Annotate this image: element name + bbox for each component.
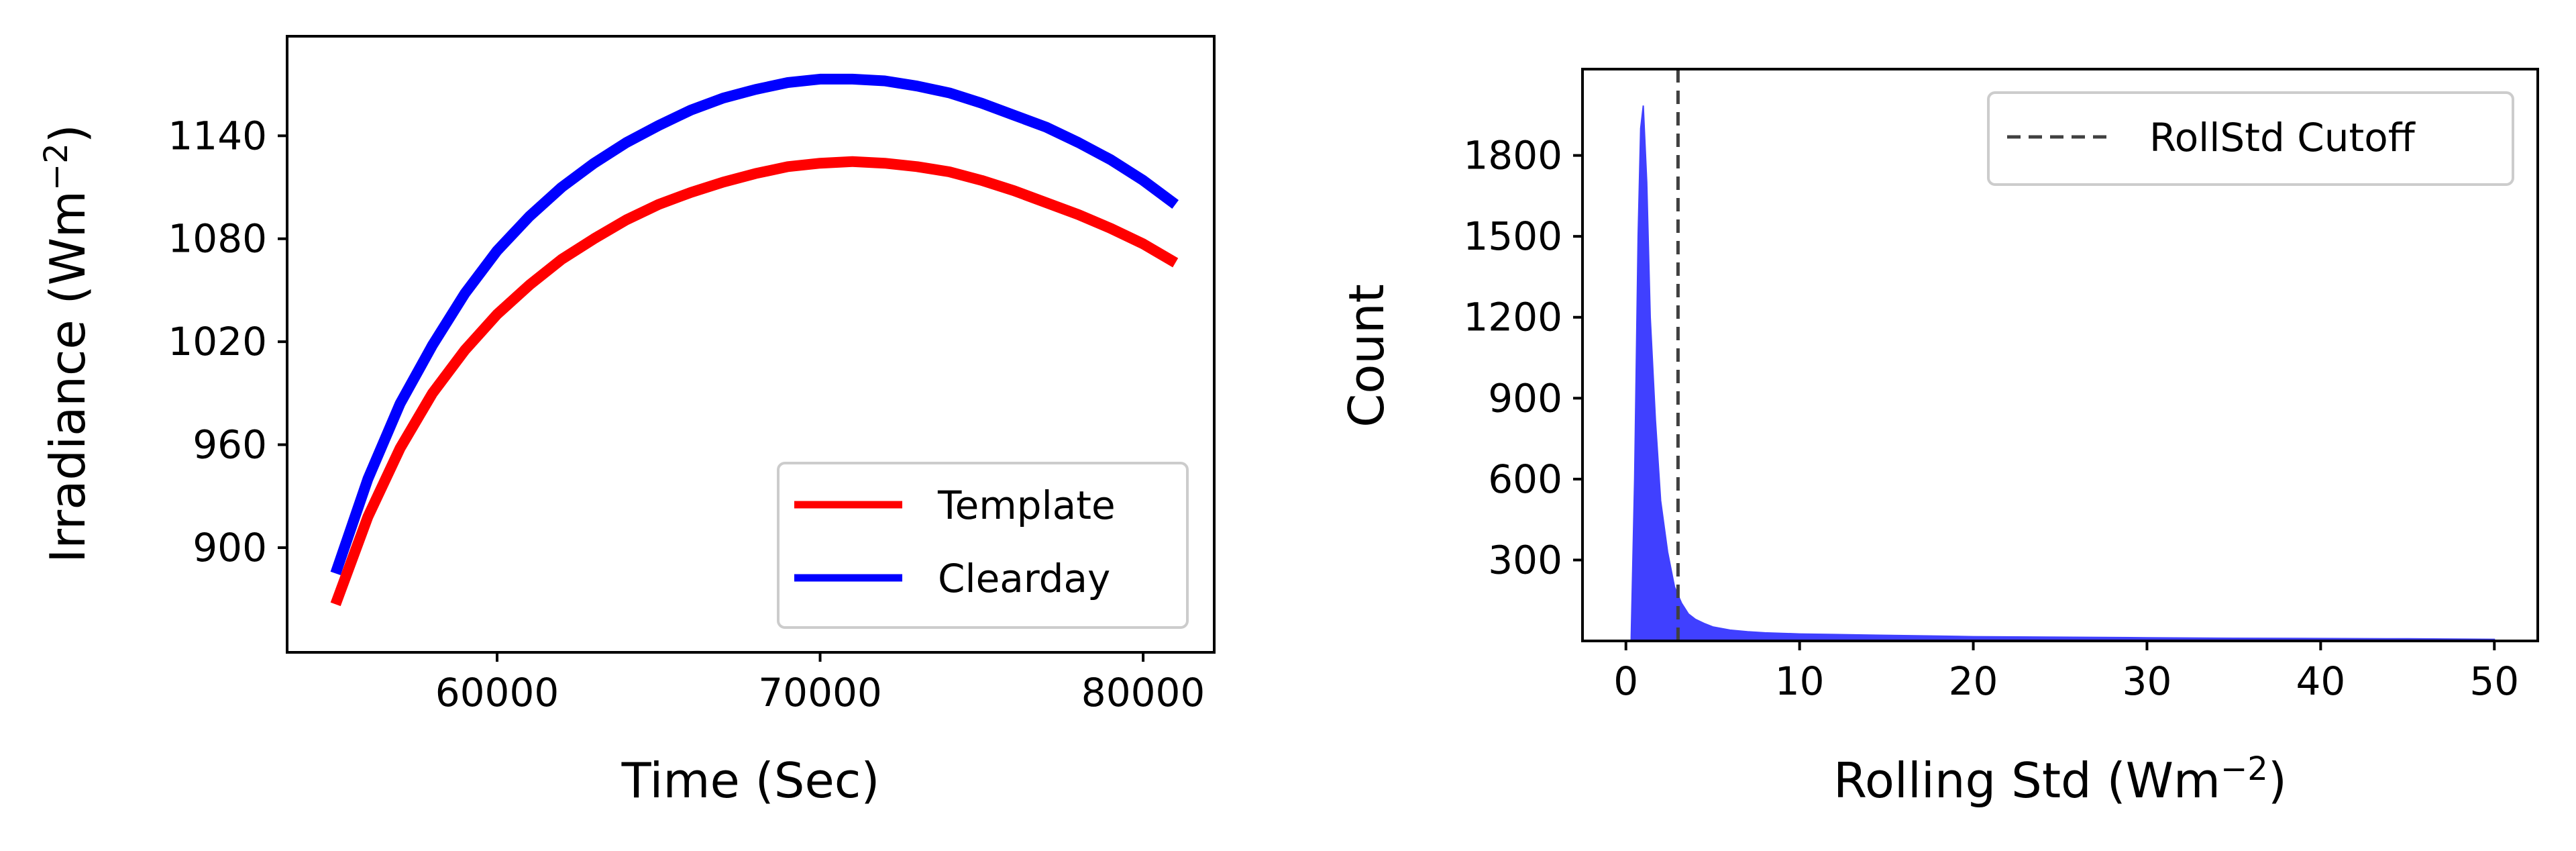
x-tick-label: 40 — [2296, 658, 2345, 704]
legend-right: RollStd Cutoff — [1987, 91, 2514, 186]
x-axis-label-right: Rolling Std (Wm−2) — [1833, 750, 2287, 809]
x-tick-label: 50 — [2469, 658, 2519, 704]
y-axis-label-left: Irradiance (Wm−2) — [38, 124, 96, 563]
legend-label-template: Template — [937, 483, 1116, 528]
y-ticks-right: 300 600 900 1200 1500 1800 — [1463, 133, 1582, 583]
plot-frame-left — [286, 35, 1216, 654]
x-ticks-right: 0 10 20 30 40 50 — [1613, 641, 2519, 704]
y-tick-label: 1800 — [1463, 133, 1562, 179]
series-lines — [330, 73, 1179, 607]
legend-left: Template Clearday — [777, 462, 1189, 629]
x-tick-label: 10 — [1775, 658, 1825, 704]
x-tick-label: 80000 — [1081, 670, 1205, 715]
y-tick-label: 300 — [1488, 537, 1562, 583]
legend-label-clearday: Clearday — [938, 556, 1110, 601]
series-line-template — [330, 156, 1179, 607]
x-axis-label-right-prefix: Rolling Std (Wm — [1833, 752, 2220, 809]
y-tick-label: 960 — [193, 422, 267, 468]
y-ticks-left: 900 960 1020 1080 1140 — [168, 113, 287, 570]
y-tick-label: 1200 — [1463, 295, 1562, 340]
y-axis-label-left-sup: −2 — [38, 143, 75, 191]
x-axis-label-right-sup: −2 — [2220, 750, 2268, 788]
y-tick-label: 900 — [1488, 375, 1562, 421]
y-tick-label: 1020 — [168, 319, 267, 364]
series-line-clearday — [330, 73, 1179, 575]
y-axis-label-left-suffix: ) — [40, 124, 96, 143]
x-axis-label-left: Time (Sec) — [621, 752, 880, 809]
legend-label-cutoff: RollStd Cutoff — [2149, 115, 2416, 160]
x-tick-label: 60000 — [435, 670, 559, 715]
y-axis-label-right: Count — [1338, 284, 1395, 428]
histogram-area — [1630, 105, 2496, 642]
y-tick-label: 1080 — [168, 216, 267, 262]
x-tick-label: 20 — [1949, 658, 1998, 704]
y-tick-label: 1140 — [168, 113, 267, 158]
x-tick-label: 70000 — [758, 670, 882, 715]
y-tick-label: 1500 — [1463, 213, 1562, 259]
x-tick-label: 0 — [1613, 658, 1638, 704]
chart-irradiance: 60000 70000 80000 900 960 1020 1080 1140 Time … — [38, 35, 1216, 809]
plot-frame-right — [1581, 68, 2539, 642]
y-tick-label: 900 — [193, 525, 267, 570]
chart-rolling-std: 0 10 20 30 40 50 300 600 900 1200 1500 1800 Rollin… — [1338, 68, 2539, 809]
x-axis-label-right-suffix: ) — [2268, 752, 2287, 809]
x-ticks-left: 60000 70000 80000 — [435, 652, 1205, 715]
y-tick-label: 600 — [1488, 456, 1562, 502]
x-tick-label: 30 — [2123, 658, 2172, 704]
legend-box-right — [1987, 91, 2514, 186]
y-axis-label-left-prefix: Irradiance (Wm — [40, 191, 96, 563]
histogram-bars — [1630, 105, 2496, 642]
